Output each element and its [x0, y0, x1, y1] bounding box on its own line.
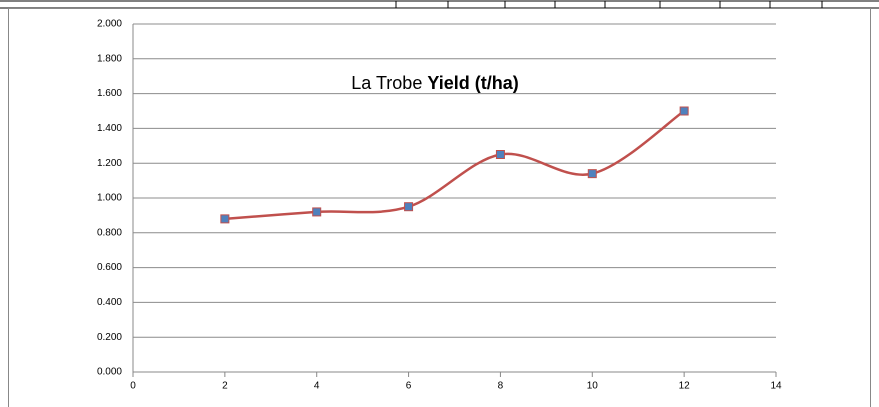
marker	[679, 106, 689, 116]
title-bold: Yield (t/ha)	[427, 73, 518, 93]
y-tick-label: 2.000	[97, 19, 122, 30]
chart-title: La Trobe Yield (t/ha)	[351, 73, 518, 93]
sheet-cells	[0, 0, 879, 9]
title-text: La Trobe	[351, 73, 422, 93]
y-tick-label: 0.400	[97, 297, 122, 308]
series-line	[224, 109, 685, 221]
y-tick-label: 0.600	[97, 262, 122, 273]
y-tick-label: 1.200	[97, 158, 122, 169]
x-tick-label: 6	[406, 381, 412, 392]
y-tick-label: 1.000	[97, 193, 122, 204]
y-tick-label: 0.800	[97, 227, 122, 238]
y-tick-label: 1.800	[97, 53, 122, 64]
marker	[587, 169, 597, 179]
x-tick-label: 12	[679, 381, 691, 392]
chart-border	[8, 8, 871, 407]
y-tick-label: 0.000	[97, 367, 122, 378]
marker	[312, 207, 322, 217]
x-tick-label: 0	[130, 381, 136, 392]
marker	[495, 150, 505, 159]
x-tick-label: 4	[314, 381, 320, 392]
x-tick-label: 8	[498, 381, 504, 392]
y-tick-label: 1.600	[97, 88, 122, 99]
x-tick-label: 14	[770, 381, 782, 392]
x-tick-label: 2	[222, 381, 228, 392]
y-tick-label: 1.400	[97, 123, 122, 134]
marker	[220, 214, 230, 224]
marker	[404, 202, 414, 212]
y-tick-label: 0.200	[97, 332, 122, 343]
x-tick-label: 10	[587, 381, 599, 392]
